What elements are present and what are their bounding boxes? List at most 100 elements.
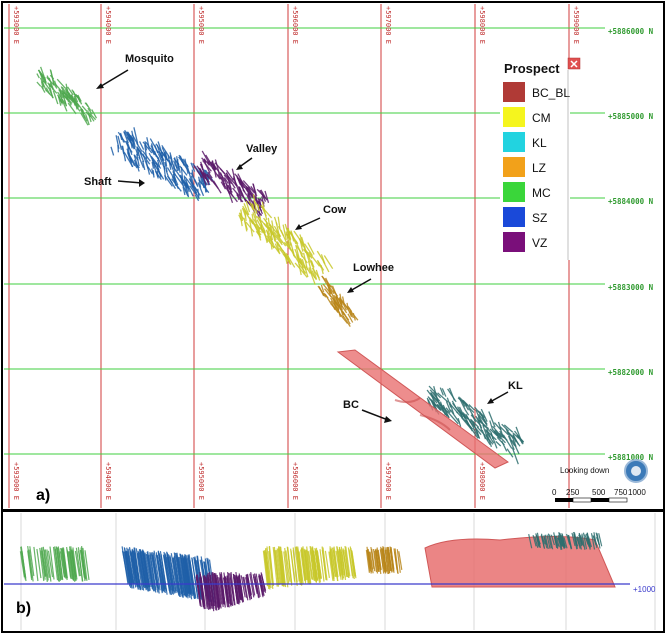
mosquito-strand — [49, 89, 54, 99]
cow-strand — [261, 201, 268, 221]
easting-tick-bottom: +596000 E — [291, 462, 299, 500]
cow-strand — [303, 243, 314, 257]
cow-strand — [302, 248, 311, 258]
kl-strand — [449, 409, 461, 424]
lowhee-strand — [321, 275, 330, 289]
valley-section-strand — [209, 574, 216, 606]
shaft-strand — [172, 173, 179, 186]
cow-strand — [255, 223, 261, 230]
cow-section-strand — [308, 551, 314, 580]
lowhee-strand — [333, 294, 338, 305]
cow-section-strand — [284, 547, 290, 584]
cow-strand — [300, 236, 306, 249]
shaft-strand — [166, 175, 177, 189]
cow-strand — [276, 241, 284, 252]
cow-strand — [282, 224, 287, 241]
arrow-lowhee — [349, 278, 372, 292]
cow-section-strand — [333, 550, 339, 582]
cow-section-strand — [264, 549, 270, 590]
kl-section-strand — [528, 533, 533, 549]
valley-section-strand — [213, 573, 219, 608]
mosquito-section-strand — [75, 547, 81, 577]
orebodies — [36, 66, 525, 465]
kl-section-strand — [558, 532, 563, 550]
mosquito-strand — [67, 102, 77, 115]
mosquito-strand — [84, 113, 90, 126]
lowhee-strand — [322, 283, 331, 294]
easting-tick-top: +598000 E — [478, 6, 486, 44]
mosquito-section-strand — [21, 550, 27, 578]
legend: Prospect BC_BL CM KL LZ MC SZ VZ — [500, 57, 581, 260]
cow-section-strand — [329, 551, 335, 579]
cow-section-strand — [297, 547, 303, 586]
lowhee-strand — [341, 305, 348, 314]
cow-section-strand — [294, 546, 300, 582]
cow-section-strand — [278, 546, 284, 584]
valley-strand — [264, 190, 270, 203]
kl-section-strand — [547, 533, 552, 549]
label-bc: BC — [343, 399, 359, 411]
lowhee-strand — [348, 311, 353, 318]
shaft-strand — [197, 182, 205, 197]
cow-strand — [262, 227, 268, 244]
valley-strand — [231, 168, 237, 186]
shaft-strand — [115, 135, 120, 149]
cow-strand — [251, 213, 254, 221]
valley-strand — [242, 180, 255, 194]
mosquito-strand — [45, 89, 53, 97]
northing-tick: +5885000 N — [608, 112, 654, 121]
scale-tick: 750 — [614, 488, 628, 497]
lowhee-strand — [347, 313, 354, 323]
valley-strand — [245, 185, 257, 199]
lowhee-strand — [333, 306, 343, 317]
mosquito-strand — [59, 89, 64, 104]
lowhee-strand — [342, 315, 351, 327]
kl-section-strand — [571, 532, 576, 547]
view-globe-icon — [624, 459, 648, 483]
cow-section-strand — [300, 549, 306, 581]
northing-tick: +5883000 N — [608, 283, 654, 292]
cow-strand — [282, 253, 292, 266]
kl-strand — [459, 411, 464, 419]
valley-section-strand — [234, 577, 240, 603]
label-cow: Cow — [323, 204, 347, 216]
shaft-strand — [188, 178, 198, 192]
cow-section-strand — [301, 547, 307, 580]
legend-swatch — [503, 207, 525, 227]
cow-section-strand — [322, 547, 328, 581]
cow-section-strand — [312, 548, 318, 580]
cow-strand — [308, 267, 316, 286]
arrowhead-icon — [347, 287, 354, 293]
cow-section-strand — [335, 550, 341, 577]
lowhee-strand — [334, 296, 342, 308]
valley-strand — [238, 192, 242, 203]
shaft-section-strand — [138, 551, 146, 589]
kl-strand — [495, 440, 502, 447]
cow-strand — [280, 229, 290, 249]
cow-section-strand — [262, 550, 268, 587]
lowhee-section-strand — [377, 549, 382, 570]
shaft-section-strand — [176, 552, 184, 598]
lowhee-section-strand — [398, 551, 403, 570]
cow-strand — [320, 264, 324, 275]
shaft-strand — [190, 185, 197, 194]
kl-section-strand — [578, 532, 583, 545]
valley-section-strand — [255, 573, 261, 598]
kl-strand — [469, 407, 475, 414]
valley-strand — [225, 169, 235, 181]
shaft-strand — [150, 143, 155, 152]
kl-strand — [437, 392, 449, 403]
cow-strand — [252, 194, 258, 214]
mosquito-section-strand — [39, 547, 45, 582]
easting-tick-bottom: +595000 E — [197, 462, 205, 500]
cow-section-strand — [290, 548, 296, 582]
cow-strand — [252, 212, 258, 223]
shaft-section-strand — [184, 554, 193, 594]
cow-section-strand — [268, 551, 274, 589]
kl-strand — [469, 418, 480, 428]
cow-strand — [311, 270, 316, 279]
shaft-strand — [129, 139, 133, 149]
arrowhead-icon — [487, 398, 494, 404]
section-gridlines — [20, 513, 656, 630]
valley-strand — [211, 160, 216, 172]
